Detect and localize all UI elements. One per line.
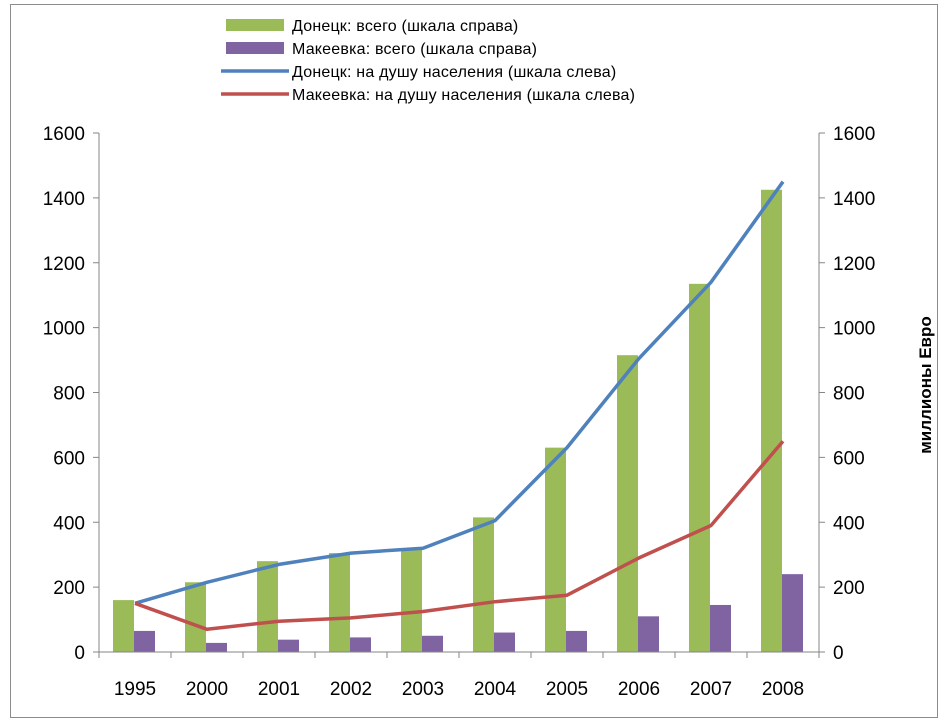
bar-makeevka-total (350, 637, 371, 652)
x-tick-label: 2000 (186, 679, 228, 700)
y-tick-label-right: 800 (833, 384, 865, 405)
chart-svg: Донецк: всего (шкала справа) Макеевка: вс… (43, 18, 935, 700)
bar-makeevka-total (134, 630, 155, 652)
y-tick-label-left: 800 (53, 384, 85, 405)
axes-group: 0 0 200 200 400 400 600 600 800 800 1000 1000 1200 12… (43, 124, 876, 700)
bar-donetsk-total (329, 553, 350, 652)
bar-donetsk-total (617, 355, 638, 652)
y-tick-label-right: 0 (833, 643, 844, 664)
bar-makeevka-total (206, 642, 227, 652)
line-makeevka-per-capita (134, 440, 785, 632)
x-tick-label: 2001 (258, 679, 300, 700)
legend-label: Макеевка: всего (шкала справа) (292, 41, 537, 58)
y-tick-label-right: 200 (833, 578, 865, 599)
bar-donetsk-total (401, 549, 422, 652)
y-axis-title-right: миллионы Евро (916, 316, 935, 454)
x-tick-label: 2008 (762, 679, 804, 700)
y-tick-label-right: 1400 (833, 189, 875, 210)
line-donetsk-per-capita (134, 180, 785, 605)
lines-group (134, 180, 785, 632)
x-tick-label: 2002 (330, 679, 372, 700)
bar-donetsk-total (761, 189, 782, 652)
x-tick-label: 2005 (546, 679, 588, 700)
bar-makeevka-total (494, 632, 515, 652)
chart-frame: Донецк: всего (шкала справа) Макеевка: вс… (10, 4, 938, 718)
y-tick-label-left: 1200 (43, 254, 85, 275)
bar-makeevka-total (710, 604, 731, 652)
bars-group (113, 189, 803, 652)
y-tick-label-right: 400 (833, 513, 865, 534)
legend-swatch-bar (226, 19, 284, 31)
bar-donetsk-total (113, 600, 134, 652)
bar-donetsk-total (257, 561, 278, 652)
y-tick-label-left: 200 (53, 578, 85, 599)
x-tick-label: 2006 (618, 679, 660, 700)
x-tick-label: 2007 (690, 679, 732, 700)
y-tick-label-left: 400 (53, 513, 85, 534)
x-tick-label: 2004 (474, 679, 517, 700)
y-tick-label-left: 600 (53, 448, 85, 469)
legend-label: Донецк: всего (шкала справа) (292, 18, 518, 35)
y-tick-label-left: 0 (74, 643, 85, 664)
bar-donetsk-total (689, 283, 710, 652)
y-tick-label-right: 600 (833, 448, 865, 469)
bar-makeevka-total (566, 630, 587, 652)
y-tick-label-right: 1600 (833, 124, 875, 145)
legend-label: Донецк: на душу населения (шкала слева) (292, 64, 616, 81)
y-tick-label-left: 1000 (43, 319, 85, 340)
bar-donetsk-total (185, 582, 206, 652)
legend: Донецк: всего (шкала справа) Макеевка: вс… (221, 18, 635, 104)
legend-label: Макеевка: на душу населения (шкала слева… (292, 87, 635, 104)
bar-makeevka-total (422, 635, 443, 652)
bar-makeevka-total (278, 639, 299, 652)
y-tick-label-left: 1600 (43, 124, 85, 145)
bar-donetsk-total (545, 447, 566, 652)
bar-makeevka-total (638, 616, 659, 652)
bar-makeevka-total (782, 574, 803, 652)
y-tick-label-right: 1200 (833, 254, 875, 275)
y-tick-label-left: 1400 (43, 189, 85, 210)
bar-donetsk-total (473, 517, 494, 652)
legend-swatch-bar (226, 42, 284, 54)
y-tick-label-right: 1000 (833, 319, 875, 340)
x-tick-label: 1995 (114, 679, 156, 700)
x-tick-label: 2003 (402, 679, 444, 700)
